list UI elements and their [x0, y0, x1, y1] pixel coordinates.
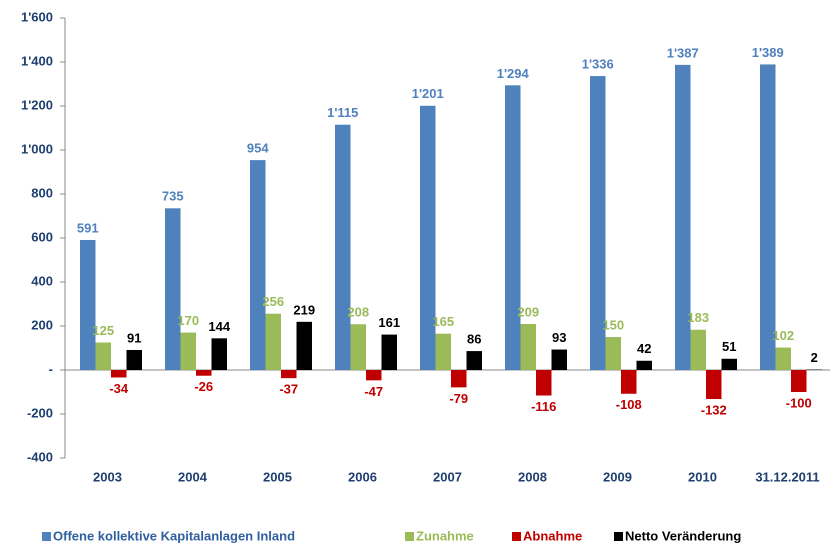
- data-label: 209: [517, 304, 539, 319]
- bar: [212, 338, 228, 370]
- x-tick-label: 2005: [263, 469, 292, 484]
- legend-label: Offene kollektive Kapitalanlagen Inland: [53, 528, 295, 543]
- bar: [760, 64, 776, 370]
- bar: [111, 370, 127, 377]
- data-label: 591: [77, 220, 99, 235]
- x-tick-label: 2008: [518, 469, 547, 484]
- bar: [351, 324, 367, 370]
- data-label: 102: [772, 328, 794, 343]
- bar: [436, 334, 452, 370]
- y-tick-label: 1'400: [21, 53, 53, 68]
- bar: [776, 348, 792, 370]
- bar: [536, 370, 552, 396]
- data-label: 86: [467, 332, 481, 347]
- data-label: 1'387: [667, 45, 699, 60]
- data-label: 144: [208, 319, 230, 334]
- bar: [637, 361, 653, 370]
- data-label: 1'201: [412, 86, 444, 101]
- data-label: -37: [279, 382, 298, 397]
- legend-label: Netto Veränderung: [625, 528, 741, 543]
- data-label: 161: [378, 315, 400, 330]
- bar: [706, 370, 722, 399]
- data-label: -100: [786, 395, 812, 410]
- y-tick-label: 800: [31, 185, 53, 200]
- y-tick-label: -400: [27, 449, 53, 464]
- y-tick-label: 1'000: [21, 141, 53, 156]
- bar: [420, 106, 436, 370]
- bar: [552, 350, 568, 370]
- x-tick-label: 2007: [433, 469, 462, 484]
- data-label: 1'294: [497, 66, 530, 81]
- data-label: -116: [531, 399, 556, 414]
- bar: [467, 351, 483, 370]
- legend-swatch: [512, 532, 521, 541]
- y-tick-label: 1'600: [21, 9, 53, 24]
- y-tick-label: 400: [31, 273, 53, 288]
- x-tick-label: 2006: [348, 469, 377, 484]
- bar: [691, 330, 707, 370]
- data-label: -132: [701, 402, 727, 417]
- data-label: 1'336: [582, 57, 614, 72]
- y-tick-label: 200: [31, 317, 53, 332]
- data-label: -47: [364, 384, 383, 399]
- bar: [80, 240, 96, 370]
- bar: [366, 370, 382, 380]
- data-label: -26: [194, 379, 213, 394]
- bar: [250, 160, 266, 370]
- data-label: 1'115: [327, 105, 358, 120]
- data-label: 735: [162, 189, 184, 204]
- bar: [196, 370, 212, 376]
- data-label: 170: [177, 313, 199, 328]
- data-label: -79: [449, 391, 468, 406]
- data-label: 150: [602, 317, 624, 332]
- legend-label: Zunahme: [416, 528, 474, 543]
- bar: [127, 350, 143, 370]
- data-label: 208: [347, 305, 369, 320]
- bar: [521, 324, 537, 370]
- bar: [451, 370, 467, 387]
- data-label: -108: [616, 397, 642, 412]
- data-label: 1'389: [752, 45, 784, 60]
- legend-label: Abnahme: [523, 528, 582, 543]
- bar: [505, 85, 521, 370]
- data-label: 51: [722, 339, 736, 354]
- data-label: 125: [92, 323, 114, 338]
- bar: [621, 370, 637, 394]
- y-tick-label: -: [49, 361, 53, 376]
- data-label: 165: [432, 314, 454, 329]
- bar: [96, 343, 112, 371]
- x-tick-label: 2009: [603, 469, 632, 484]
- bar: [266, 314, 282, 370]
- data-label: 183: [687, 310, 709, 325]
- bar: [165, 208, 181, 370]
- bar: [382, 335, 398, 370]
- bar: [181, 333, 197, 370]
- bar: [722, 359, 738, 370]
- data-label: -34: [109, 381, 129, 396]
- data-label: 91: [127, 330, 141, 345]
- x-tick-label: 2004: [178, 469, 208, 484]
- x-tick-label: 2003: [93, 469, 122, 484]
- bar: [297, 322, 313, 370]
- data-label: 2: [811, 350, 818, 365]
- bar: [606, 337, 622, 370]
- y-tick-label: 600: [31, 229, 53, 244]
- data-label: 93: [552, 330, 566, 345]
- legend-swatch: [614, 532, 623, 541]
- y-tick-label: -200: [27, 405, 53, 420]
- data-label: 219: [293, 302, 315, 317]
- data-label: 256: [262, 294, 284, 309]
- bar: [335, 125, 351, 370]
- legend-swatch: [405, 532, 414, 541]
- x-tick-label: 31.12.2011: [755, 469, 819, 484]
- legend-swatch: [42, 532, 51, 541]
- x-tick-label: 2010: [688, 469, 717, 484]
- bar: [791, 370, 807, 392]
- data-label: 954: [247, 141, 269, 156]
- data-label: 42: [637, 341, 651, 356]
- bar: [281, 370, 297, 378]
- y-tick-label: 1'200: [21, 97, 53, 112]
